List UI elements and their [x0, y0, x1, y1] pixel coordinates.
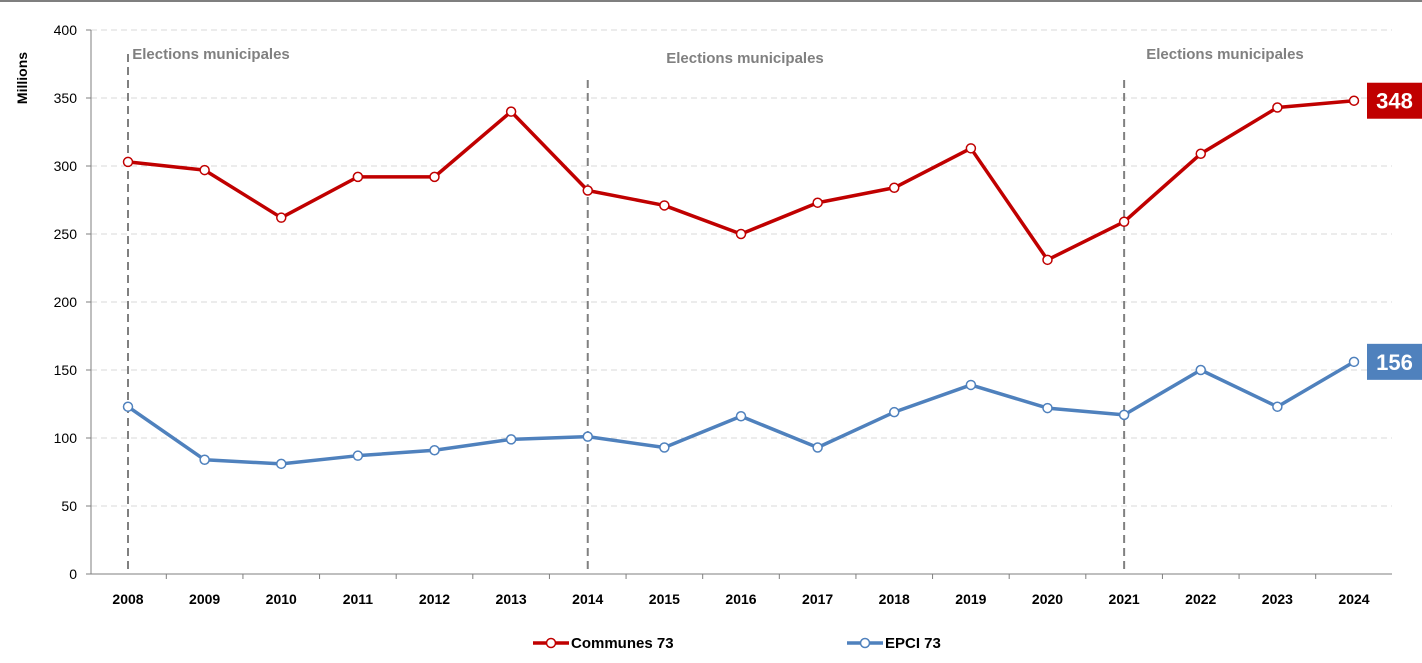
y-tick-label: 0: [69, 566, 77, 582]
data-point: [965, 379, 977, 391]
data-point: [812, 197, 823, 208]
data-point: [429, 444, 440, 456]
series-lines: 348 156: [122, 82, 1422, 470]
end-value-box: [1367, 343, 1422, 380]
y-tick-label: 350: [54, 90, 78, 106]
election-annotation: Elections municipales: [1146, 46, 1304, 63]
axes: [86, 29, 1392, 579]
tick-labels: 0 50 100 150 200 250 300 350 400 2008 2009 2010 2011…: [54, 22, 1370, 652]
x-tick-label: 2011: [343, 591, 374, 607]
data-point: [659, 442, 670, 453]
y-tick-label: 200: [54, 294, 78, 310]
data-point: [1272, 102, 1283, 113]
data-point: [199, 164, 210, 176]
data-point: [1118, 216, 1130, 228]
data-point: [1118, 409, 1130, 421]
legend-swatch-marker: [545, 637, 557, 649]
y-tick-label: 400: [54, 22, 78, 38]
election-annotation: Elections municipales: [132, 46, 290, 63]
x-tick-label: 2022: [1185, 591, 1216, 607]
x-tick-label: 2016: [725, 591, 756, 607]
election-markers: Elections municipales Elections municipal…: [127, 46, 1304, 574]
y-tick-label: 150: [54, 362, 78, 378]
x-tick-label: 2018: [879, 591, 910, 607]
election-annotation: Elections municipales: [666, 50, 824, 67]
data-point: [1195, 364, 1206, 376]
x-tick-label: 2024: [1338, 591, 1369, 607]
x-tick-label: 2012: [419, 591, 450, 607]
x-tick-label: 2010: [266, 591, 297, 607]
data-point: [889, 182, 900, 194]
data-point: [965, 143, 977, 154]
gridlines: [91, 29, 1392, 507]
data-point: [505, 434, 517, 445]
data-point: [735, 410, 747, 422]
data-point: [122, 156, 134, 168]
x-tick-label: 2023: [1262, 591, 1293, 607]
y-axis-label: Millions: [14, 52, 30, 104]
data-point: [889, 406, 900, 418]
end-value-label: 156: [1376, 350, 1413, 375]
x-tick-label: 2013: [496, 591, 527, 607]
data-point: [1195, 148, 1206, 160]
legend-swatch-marker: [859, 637, 871, 649]
y-tick-label: 100: [54, 430, 78, 446]
x-tick-label: 2008: [112, 591, 143, 607]
top-border: [0, 0, 1422, 6]
data-point: [582, 185, 593, 196]
data-point: [1348, 356, 1360, 368]
legend-label: EPCI 73: [885, 635, 941, 652]
data-point: [199, 454, 210, 466]
data-point: [1348, 95, 1360, 106]
data-point: [735, 228, 747, 240]
data-point: [429, 171, 440, 183]
data-point: [505, 106, 517, 117]
data-point: [1042, 402, 1053, 414]
end-value-label: 348: [1376, 89, 1413, 114]
y-tick-label: 250: [54, 226, 78, 242]
data-point: [276, 212, 287, 223]
data-point: [352, 171, 364, 183]
data-point: [122, 401, 134, 412]
end-value-box: [1367, 82, 1422, 119]
x-tick-label: 2015: [649, 591, 680, 607]
x-tick-label: 2009: [189, 591, 220, 607]
data-point: [276, 458, 287, 470]
data-point: [1272, 401, 1283, 412]
x-tick-label: 2021: [1109, 591, 1140, 607]
legend-label: Communes 73: [571, 635, 674, 652]
x-tick-label: 2017: [802, 591, 833, 607]
data-point: [812, 442, 823, 453]
data-point: [352, 450, 364, 461]
data-point: [582, 431, 593, 442]
data-point: [659, 200, 670, 211]
x-tick-label: 2020: [1032, 591, 1063, 607]
y-tick-label: 50: [61, 498, 77, 514]
data-point: [1042, 254, 1053, 266]
x-tick-label: 2014: [572, 591, 603, 607]
y-tick-label: 300: [54, 158, 78, 174]
x-tick-label: 2019: [955, 591, 986, 607]
